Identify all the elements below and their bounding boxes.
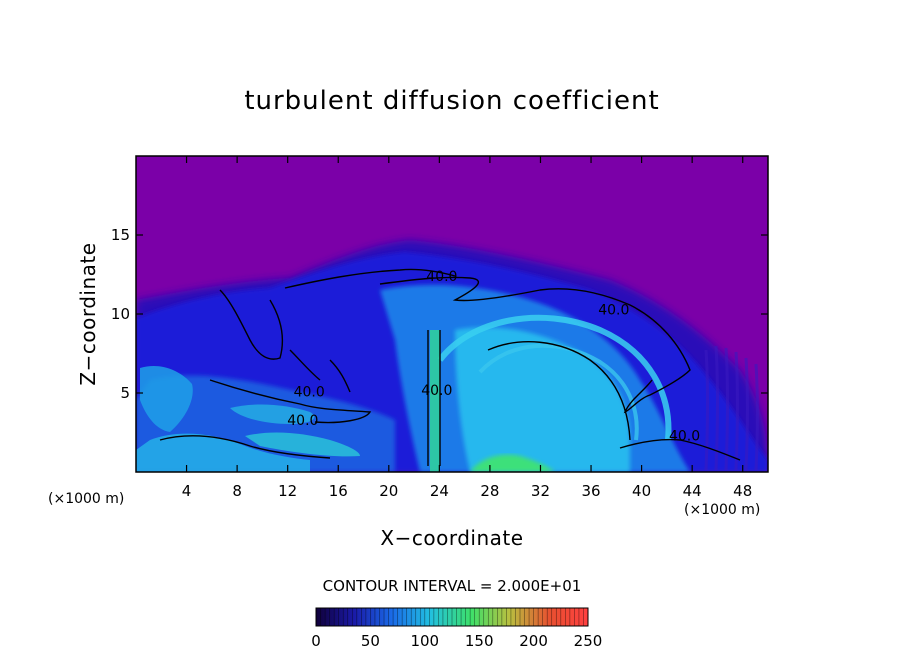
x-tick-label: 28 [480,482,499,500]
field-peak [470,454,555,472]
x-tick-label: 20 [379,482,398,500]
x-tick-label: 48 [733,482,752,500]
colorbar-stripes [320,608,584,626]
x-unit-label-right: (×1000 m) [684,502,761,518]
x-tick-label: 44 [683,482,702,500]
field-peak-column [430,330,440,472]
contour-left4 [289,349,351,393]
x-tick-label: 24 [430,482,449,500]
field-patch-left1 [136,433,310,472]
x-tick-label: 32 [531,482,550,500]
contour-interval-text: CONTOUR INTERVAL = 2.000E+01 [322,577,582,595]
contour-column [427,330,441,466]
colorbar-ticks: 0 50 100 150 200 250 [311,632,602,650]
contour-label: 40.0 [426,269,457,285]
field-high-ring2 [478,343,639,441]
y-tick-label: 10 [111,305,130,323]
contour-label: 40.0 [294,384,325,400]
colorbar-tick-label: 150 [465,632,494,650]
contour-left2 [219,289,283,360]
contour-left [209,379,372,424]
x-tick-label: 8 [232,482,242,500]
x-axis-label: X−coordinate [380,526,524,550]
contour-outer [379,276,691,414]
field-patch-left2 [245,432,360,457]
x-ticks: 4 8 12 16 20 24 28 32 36 40 44 48 [182,156,752,500]
y-tick-label: 5 [120,384,130,402]
contour-lines [159,268,741,466]
contour-left3 [159,435,331,459]
colorbar-tick-label: 50 [361,632,380,650]
colorbar-tick-label: 250 [574,632,603,650]
contour-labels: 40.0 40.0 40.0 40.0 40.0 40.0 [287,269,700,445]
x-unit-label-left: (×1000 m) [48,491,125,507]
chart-title: turbulent diffusion coefficient [244,86,660,116]
x-tick-label: 4 [182,482,192,500]
field-ripples [704,345,759,471]
contour-label: 40.0 [421,383,452,399]
contour-swirl [487,341,631,441]
contour-label: 40.0 [669,429,700,445]
x-tick-label: 40 [632,482,651,500]
colorbar-tick-label: 200 [519,632,548,650]
contour-label: 40.0 [598,302,629,318]
contour-label: 40.0 [287,413,318,429]
y-tick-label: 15 [111,226,130,244]
y-ticks: 5 10 15 [111,226,768,402]
contour-right [619,438,741,461]
colorbar-tick-label: 100 [410,632,439,650]
y-axis-label: Z−coordinate [76,242,100,386]
colorbar-tick-label: 0 [311,632,321,650]
field-high-ring [437,314,672,441]
field-patch-left3 [140,365,193,432]
x-tick-label: 16 [329,482,348,500]
x-tick-label: 36 [581,482,600,500]
field-patch-left4 [230,404,315,424]
heatmap-field [136,156,768,472]
field-high [455,327,630,472]
x-tick-label: 12 [278,482,297,500]
colorbar: 0 50 100 150 200 250 [311,607,602,650]
contour-top [284,268,456,289]
